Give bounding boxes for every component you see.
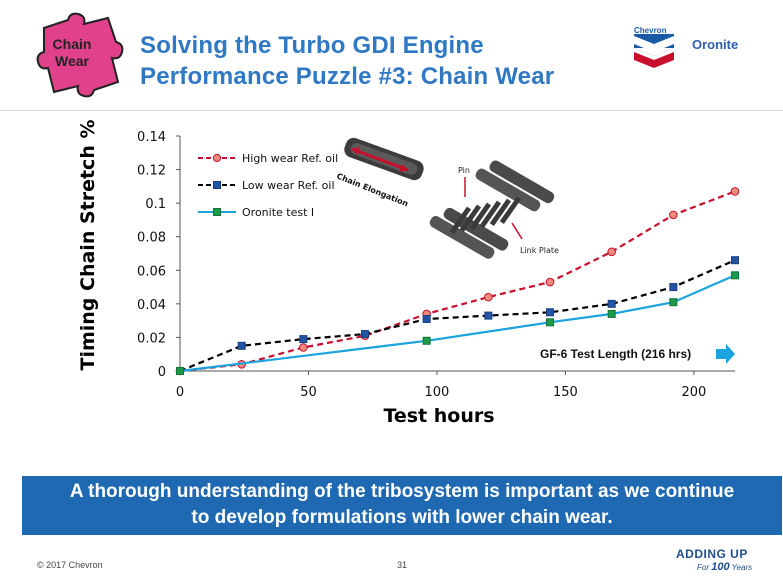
x-axis-label: Test hours	[383, 405, 494, 427]
banner-line-2: to develop formulations with lower chain…	[191, 507, 613, 528]
series-3	[176, 271, 739, 375]
data-point	[484, 311, 493, 320]
legend-label: High wear Ref. oil	[242, 152, 338, 165]
data-point	[361, 330, 369, 339]
legend-marker	[213, 181, 221, 189]
data-point	[484, 292, 493, 302]
x-tick-label: 100	[425, 385, 450, 400]
link-plate-label: Link Plate	[520, 246, 559, 255]
puzzle-piece-icon	[36, 12, 124, 98]
data-point	[731, 256, 739, 265]
copyright: © 2017 Chevron	[37, 560, 103, 570]
y-tick-label: 0.02	[137, 331, 166, 346]
x-tick-label: 150	[553, 385, 578, 400]
banner-line-1: A thorough understanding of the tribosys…	[69, 481, 735, 502]
y-tick-label: 0.1	[145, 197, 166, 212]
y-tick-label: 0.06	[137, 264, 166, 279]
adding-up-logo: ADDING UP	[676, 547, 748, 561]
arrow-right-icon	[716, 344, 735, 364]
series-line	[179, 274, 736, 373]
chain-elongation-image	[344, 137, 424, 181]
y-tick-label: 0.04	[137, 298, 166, 313]
gf6-annotation: GF-6 Test Length (216 hrs)	[540, 344, 735, 364]
chain-illustration: Chain Elongation	[335, 137, 559, 259]
pin-label: Pin	[458, 166, 470, 175]
data-point	[546, 318, 554, 327]
y-tick-label: 0	[158, 365, 166, 380]
legend-label: Oronite test I	[242, 206, 314, 219]
x-tick-label: 200	[681, 385, 706, 400]
title-line-1: Solving the Turbo GDI Engine	[140, 32, 484, 59]
chain-elongation-label: Chain Elongation	[335, 172, 410, 209]
page-title: Solving the Turbo GDI Engine Performance…	[140, 30, 554, 92]
legend: High wear Ref. oil Low wear Ref. oil Oroni…	[198, 152, 338, 219]
chain-stretch-chart: Timing Chain Stretch % Test hours 00.020…	[77, 119, 740, 427]
data-point	[545, 277, 555, 287]
gf6-annotation-text: GF-6 Test Length (216 hrs)	[540, 347, 691, 361]
legend-label: Low wear Ref. oil	[242, 179, 335, 192]
axes: 0 0.02 0.04 0.06 0.08 0.1 0.12 0.14 0 50 100 150 200	[137, 130, 735, 400]
legend-entry: Low wear Ref. oil	[198, 179, 335, 192]
series-layer	[175, 187, 740, 376]
chevron-logo-icon	[634, 34, 674, 68]
chain-exploded-image	[429, 160, 555, 259]
data-point	[731, 271, 739, 280]
data-point	[607, 309, 616, 318]
data-point	[669, 283, 678, 292]
x-tick-label: 50	[300, 385, 317, 400]
data-point	[607, 299, 616, 308]
data-point	[607, 247, 616, 257]
series-line	[179, 190, 736, 373]
page-number: 31	[397, 560, 408, 570]
data-point	[176, 367, 184, 375]
y-axis-label: Timing Chain Stretch %	[77, 119, 99, 370]
title-divider	[0, 110, 783, 111]
data-point	[669, 298, 678, 307]
legend-entry: High wear Ref. oil	[198, 152, 338, 165]
legend-marker	[213, 208, 221, 216]
data-point	[422, 336, 431, 345]
data-point	[730, 187, 740, 196]
y-tick-label: 0.14	[137, 130, 166, 145]
title-line-2: Performance Puzzle #3: Chain Wear	[140, 63, 555, 90]
data-point	[422, 314, 431, 323]
legend-marker	[212, 153, 222, 163]
data-point	[237, 341, 246, 350]
series-line	[179, 259, 736, 373]
brand-oronite-text: Oronite	[692, 37, 739, 52]
adding-up-subtitle: For 100 Years	[697, 561, 753, 573]
data-point	[669, 210, 678, 220]
x-tick-label: 0	[176, 385, 184, 400]
data-point	[546, 308, 554, 317]
data-point	[299, 343, 308, 352]
y-tick-label: 0.12	[137, 164, 166, 179]
key-message-banner: A thorough understanding of the tribosys…	[22, 476, 782, 535]
y-tick-label: 0.08	[137, 231, 166, 246]
legend-entry: Oronite test I	[198, 206, 314, 219]
brand-chevron-text: Chevron	[634, 26, 667, 35]
data-point	[299, 335, 308, 344]
puzzle-label: Chain Wear	[52, 36, 92, 69]
